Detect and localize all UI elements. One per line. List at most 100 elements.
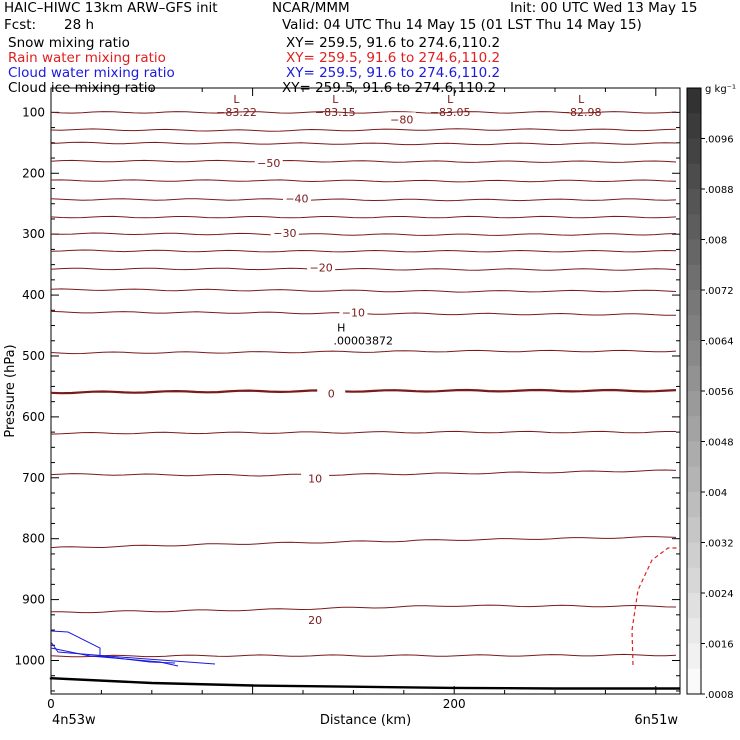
isotherm-line bbox=[50, 653, 677, 658]
contour-label: −30 bbox=[273, 227, 296, 240]
isotherm-line bbox=[50, 141, 677, 146]
colorbar-swatch bbox=[687, 492, 701, 518]
contour-label: 0 bbox=[328, 387, 335, 400]
colorbar-swatch bbox=[687, 315, 701, 341]
contour-label-bg bbox=[387, 112, 416, 125]
contour-label-bg bbox=[301, 471, 330, 484]
isotherm-line bbox=[50, 267, 677, 271]
isotherm-line bbox=[50, 179, 677, 183]
init-time: Init: 00 UTC Wed 13 May 15 bbox=[510, 0, 698, 16]
org-label: NCAR/MMM bbox=[272, 0, 350, 16]
colorbar-swatch bbox=[687, 668, 701, 695]
contour-label: −10 bbox=[342, 306, 365, 319]
contour-label-bg bbox=[317, 386, 346, 399]
model-title: HAIC–HIWC 13km ARW–GFS init bbox=[4, 0, 218, 16]
isotherm-line bbox=[50, 469, 677, 477]
isotherm-line bbox=[50, 288, 677, 293]
colorbar-swatch bbox=[687, 441, 701, 468]
y-tick-label: 800 bbox=[22, 532, 45, 546]
colorbar-swatch bbox=[687, 214, 701, 240]
extremum-marker: L bbox=[233, 93, 240, 106]
colorbar-label: .0024 bbox=[705, 589, 734, 600]
colorbar-swatch bbox=[687, 542, 701, 569]
isotherm-line bbox=[50, 111, 677, 114]
isotherm-line bbox=[50, 198, 677, 202]
contour-label: 10 bbox=[308, 473, 322, 486]
cloud-water-contour bbox=[50, 630, 176, 664]
colorbar-label: .0016 bbox=[705, 640, 734, 651]
colorbar-label: .0088 bbox=[705, 185, 734, 196]
colorbar-label: .0032 bbox=[705, 539, 734, 550]
isotherm-line bbox=[50, 128, 677, 132]
y-tick-label: 300 bbox=[22, 227, 45, 241]
colorbar-label: .0008 bbox=[705, 690, 734, 701]
y-axis-label: Pressure (hPa) bbox=[3, 344, 18, 437]
extremum-value: −82.98 bbox=[561, 106, 602, 119]
extremum-value: −83.15 bbox=[315, 106, 356, 119]
colorbar-swatch bbox=[687, 567, 701, 594]
contour-label: −20 bbox=[310, 261, 333, 274]
fcst-value: 28 h bbox=[64, 17, 95, 33]
isotherm-line bbox=[50, 249, 677, 253]
colorbar-swatch bbox=[687, 517, 701, 543]
contour-label-bg bbox=[301, 612, 330, 625]
x-tick-label: 0 bbox=[47, 697, 55, 711]
y-tick-label: 900 bbox=[22, 593, 45, 607]
colorbar-label: .0064 bbox=[705, 337, 734, 348]
extremum-marker: L bbox=[447, 93, 454, 106]
colorbar-swatch bbox=[687, 593, 701, 619]
contour-label-bg bbox=[270, 226, 299, 239]
extremum-value: −83.05 bbox=[430, 106, 471, 119]
field-xy-cloud-water: XY= 259.5, 91.6 to 274.6,110.2 bbox=[286, 65, 501, 81]
x-axis-label: Distance (km) bbox=[320, 713, 411, 728]
colorbar-swatch bbox=[687, 264, 701, 291]
y-tick-label: 500 bbox=[22, 349, 45, 363]
colorbar-swatch bbox=[687, 365, 701, 392]
isotherm-line bbox=[50, 430, 676, 435]
colorbar-label: .0056 bbox=[705, 387, 734, 398]
colorbar-swatch bbox=[687, 466, 701, 493]
colorbar-label: .008 bbox=[705, 236, 727, 247]
colorbar-label: .0096 bbox=[705, 135, 734, 146]
colorbar-label: .0048 bbox=[705, 438, 734, 449]
extremum-marker: H bbox=[337, 322, 345, 335]
x-tick-label: 200 bbox=[443, 697, 466, 711]
isotherm-line bbox=[51, 604, 677, 614]
contour-label: −50 bbox=[257, 157, 280, 170]
colorbar-swatch bbox=[687, 163, 701, 190]
field-name-snow: Snow mixing ratio bbox=[8, 35, 130, 51]
field-xy-rain: XY= 259.5, 91.6 to 274.6,110.2 bbox=[286, 50, 501, 66]
colorbar-swatch bbox=[687, 340, 701, 367]
cloud-water-contour bbox=[50, 647, 179, 667]
colorbar-unit: g kg⁻¹ bbox=[705, 84, 736, 95]
colorbar-swatch bbox=[687, 643, 701, 670]
isotherm-line bbox=[50, 388, 677, 395]
colorbar-swatch bbox=[687, 290, 701, 316]
y-tick-label: 600 bbox=[22, 410, 45, 424]
colorbar-swatch bbox=[687, 416, 701, 442]
contour-label: 20 bbox=[308, 614, 322, 627]
rain-water-contour bbox=[631, 547, 680, 666]
colorbar-swatch bbox=[687, 138, 701, 165]
terrain-line bbox=[49, 677, 680, 690]
contour-label-bg bbox=[339, 305, 368, 318]
colorbar-label: .004 bbox=[705, 488, 727, 499]
contour-label-bg bbox=[307, 260, 336, 273]
y-tick-label: 100 bbox=[22, 105, 45, 119]
y-tick-label: 1000 bbox=[14, 654, 45, 668]
isotherm-line bbox=[50, 536, 677, 549]
extremum-value: −83.22 bbox=[216, 106, 257, 119]
field-name-rain: Rain water mixing ratio bbox=[8, 50, 166, 66]
extremum-marker: L bbox=[332, 93, 339, 106]
x-endpoint-left: 4n53w bbox=[52, 713, 96, 728]
valid-time: Valid: 04 UTC Thu 14 May 15 (01 LST Thu … bbox=[282, 17, 642, 33]
extremum-value: .00003872 bbox=[334, 335, 394, 348]
contour-label-bg bbox=[254, 156, 283, 169]
isotherm-line bbox=[50, 215, 677, 219]
field-name-cloud-water: Cloud water mixing ratio bbox=[8, 65, 175, 81]
colorbar-swatch bbox=[687, 239, 701, 266]
colorbar-swatch bbox=[687, 618, 701, 644]
y-tick-label: 700 bbox=[22, 471, 45, 485]
contour-label-bg bbox=[282, 191, 311, 204]
